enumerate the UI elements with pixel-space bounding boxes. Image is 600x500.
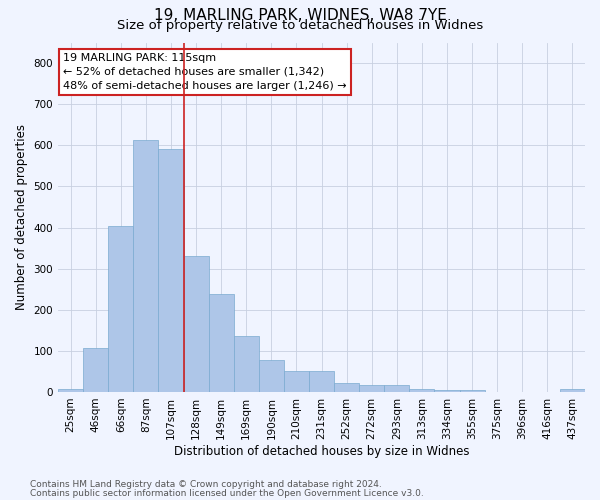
Bar	[284, 371, 309, 392]
Bar	[409, 389, 434, 392]
Y-axis label: Number of detached properties: Number of detached properties	[15, 124, 28, 310]
Text: 19 MARLING PARK: 115sqm
← 52% of detached houses are smaller (1,342)
48% of semi: 19 MARLING PARK: 115sqm ← 52% of detache…	[64, 53, 347, 91]
Bar	[158, 148, 184, 392]
Bar	[384, 386, 409, 392]
Bar	[334, 382, 359, 392]
Bar	[460, 390, 485, 392]
Text: 19, MARLING PARK, WIDNES, WA8 7YE: 19, MARLING PARK, WIDNES, WA8 7YE	[154, 8, 446, 22]
Bar	[434, 390, 460, 392]
Bar	[209, 294, 233, 392]
Bar	[309, 371, 334, 392]
Bar	[83, 348, 108, 392]
Bar	[259, 360, 284, 392]
Bar	[58, 389, 83, 392]
Bar	[133, 140, 158, 392]
Bar	[359, 385, 384, 392]
Bar	[560, 388, 585, 392]
X-axis label: Distribution of detached houses by size in Widnes: Distribution of detached houses by size …	[174, 444, 469, 458]
Bar	[184, 256, 209, 392]
Text: Contains HM Land Registry data © Crown copyright and database right 2024.: Contains HM Land Registry data © Crown c…	[30, 480, 382, 489]
Text: Size of property relative to detached houses in Widnes: Size of property relative to detached ho…	[117, 19, 483, 32]
Bar	[108, 226, 133, 392]
Text: Contains public sector information licensed under the Open Government Licence v3: Contains public sector information licen…	[30, 488, 424, 498]
Bar	[233, 336, 259, 392]
